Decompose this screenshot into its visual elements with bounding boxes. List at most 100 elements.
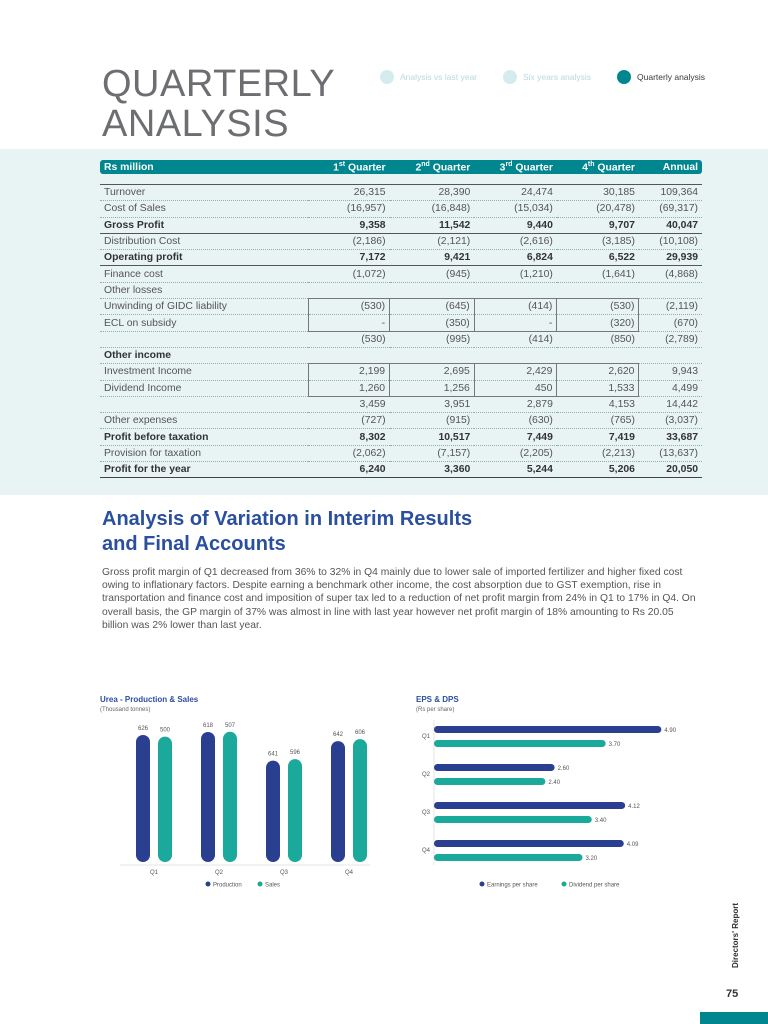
- section-heading: Analysis of Variation in Interim Results…: [102, 507, 472, 557]
- table-row: Finance cost (1,072) (945) (1,210) (1,641) (4…: [100, 265, 702, 283]
- x-tick-label: Q2: [215, 870, 224, 876]
- table-cell: [556, 347, 639, 365]
- x-tick-label: Q1: [150, 870, 159, 876]
- table-row: Investment Income 2,199 2,695 2,429 2,620 9,9…: [100, 363, 702, 381]
- bar-data-label: 3.20: [585, 856, 597, 862]
- legend-swatch: [257, 881, 263, 887]
- table-cell: 24,474: [474, 184, 557, 202]
- row-label: Provision for taxation: [100, 445, 308, 463]
- table-cell: (670): [638, 314, 702, 332]
- tab-label: Analysis vs last year: [400, 72, 477, 82]
- bar-data-label: 641: [268, 752, 279, 758]
- urea-production-sales-chart: Urea - Production & Sales (Thousand tonne…: [100, 695, 370, 889]
- row-label: Unwinding of GIDC liability: [100, 298, 308, 316]
- tab-analysis-vs-last-year[interactable]: Analysis vs last year: [380, 70, 477, 84]
- table-cell: (945): [389, 265, 475, 283]
- table-cell: (350): [389, 314, 475, 332]
- bar-production-q2: [201, 731, 215, 862]
- row-label: Turnover: [100, 184, 308, 202]
- tab-label: Six years analysis: [523, 72, 592, 82]
- tab-quarterly-analysis[interactable]: Quarterly analysis: [617, 70, 705, 84]
- table-row: Profit for the year 6,240 3,360 5,244 5,206 2…: [100, 461, 702, 479]
- header-annual: Annual: [638, 160, 702, 174]
- tab-six-years-analysis[interactable]: Six years analysis: [503, 70, 591, 84]
- table-cell: 5,244: [474, 461, 557, 479]
- bar-production-q1: [136, 735, 150, 862]
- table-cell: (414): [474, 331, 557, 348]
- section-paragraph: Gross profit margin of Q1 decreased from…: [102, 567, 696, 631]
- legend-swatch: [479, 881, 485, 887]
- table-cell: [474, 347, 557, 365]
- table-cell: (2,205): [474, 445, 557, 463]
- table-cell: (2,119): [638, 298, 702, 316]
- table-cell: 9,943: [638, 363, 702, 381]
- table-cell: (16,848): [389, 200, 475, 218]
- table-cell: (850): [556, 331, 639, 348]
- table-row: Profit before taxation 8,302 10,517 7,449 7,…: [100, 428, 702, 446]
- table-cell: 10,517: [389, 428, 475, 446]
- bar-earnings-per-share-q2: [434, 764, 555, 771]
- row-label: Finance cost: [100, 265, 308, 283]
- table-cell: 6,824: [474, 249, 557, 267]
- table-cell: 30,185: [556, 184, 639, 202]
- y-tick-label: Q4: [422, 848, 431, 854]
- legend-swatch: [561, 881, 567, 887]
- table-cell: 3,459: [308, 396, 390, 414]
- table-cell: (530): [556, 298, 640, 316]
- table-cell: (414): [473, 298, 558, 316]
- sidebar-label-text: Directors' Report: [731, 903, 740, 968]
- table-cell: 109,364: [638, 184, 702, 202]
- row-label: Cost of Sales: [100, 200, 308, 218]
- row-label: [100, 396, 308, 414]
- table-cell: [474, 282, 557, 300]
- chart-title: EPS & DPS: [416, 695, 459, 704]
- table-cell: -: [307, 314, 391, 332]
- x-tick-label: Q4: [345, 870, 354, 876]
- legend-label: Production: [213, 883, 242, 889]
- table-cell: 33,687: [638, 428, 702, 446]
- table-cell: (645): [389, 298, 475, 316]
- eps-dps-chart: EPS & DPS (Rs per share) Q1 4.90 3.70 Q2 2.60 2…: [416, 695, 677, 889]
- row-label: Operating profit: [100, 249, 308, 267]
- table-cell: 1,260: [307, 380, 391, 397]
- bar-production-q4: [331, 741, 345, 862]
- row-label: Other expenses: [100, 412, 308, 430]
- table-header-row: Rs million 1st Quarter 2nd Quarter 3rd Q…: [100, 160, 702, 174]
- legend-label: Sales: [265, 883, 280, 889]
- table-cell: (3,037): [638, 412, 702, 430]
- table-cell: 2,695: [389, 363, 475, 381]
- table-cell: 2,429: [473, 363, 558, 381]
- bar-dividend-per-share-q1: [434, 740, 606, 747]
- table-row: Other expenses (727) (915) (630) (765) (3,037…: [100, 412, 702, 430]
- legend-swatch: [205, 881, 211, 887]
- table-row: Other losses: [100, 282, 702, 300]
- table-cell: (1,641): [556, 265, 639, 283]
- table-row: Distribution Cost (2,186) (2,121) (2,616) (3…: [100, 233, 702, 251]
- row-label: Profit before taxation: [100, 428, 308, 446]
- table-cell: (1,210): [474, 265, 557, 283]
- bar-data-label: 3.40: [595, 818, 607, 824]
- bar-data-label: 642: [333, 732, 344, 738]
- row-label: Profit for the year: [100, 461, 308, 479]
- bar-data-label: 2.40: [548, 780, 560, 786]
- table-cell: [389, 282, 475, 300]
- bar-data-label: 618: [203, 723, 214, 729]
- table-row: Operating profit 7,172 9,421 6,824 6,522 29,9…: [100, 249, 702, 267]
- page-title-line1: QUARTERLY: [102, 63, 336, 105]
- table-cell: 14,442: [638, 396, 702, 414]
- tab-label: Quarterly analysis: [637, 72, 706, 82]
- table-cell: (10,108): [638, 233, 702, 251]
- table-cell: 8,302: [308, 428, 390, 446]
- bar-data-label: 626: [138, 726, 149, 732]
- table-spacer-row: [100, 174, 702, 185]
- table-cell: (3,185): [556, 233, 639, 251]
- table-cell: (320): [556, 314, 640, 332]
- table-cell: 1,533: [556, 380, 640, 397]
- table-cell: 6,522: [556, 249, 639, 267]
- table-cell: (2,121): [389, 233, 475, 251]
- bar-data-label: 507: [225, 723, 236, 729]
- table-cell: [308, 282, 390, 300]
- section-heading-line2: and Final Accounts: [102, 533, 286, 555]
- table-cell: 28,390: [389, 184, 475, 202]
- row-label: Dividend Income: [100, 380, 308, 397]
